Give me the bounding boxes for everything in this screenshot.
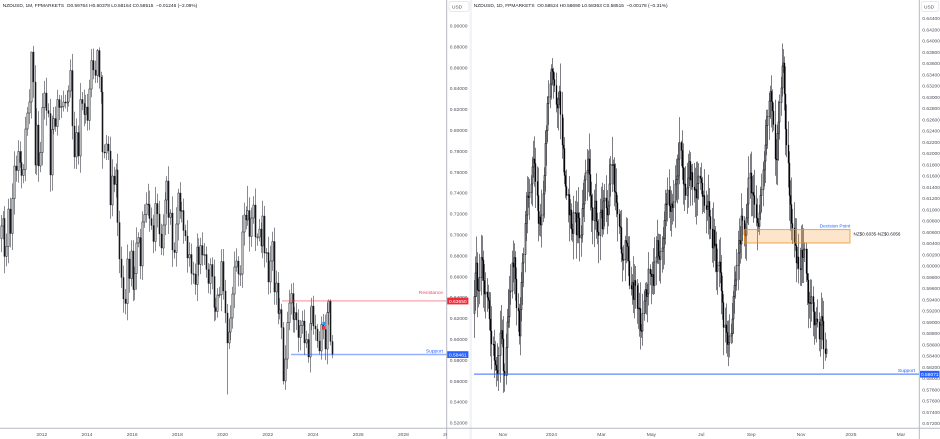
svg-text:0.62600: 0.62600 bbox=[922, 118, 940, 124]
svg-text:0.58461: 0.58461 bbox=[449, 353, 467, 359]
svg-text:0.59600: 0.59600 bbox=[922, 286, 940, 292]
svg-text:0.82000: 0.82000 bbox=[450, 107, 468, 113]
svg-text:0.63800: 0.63800 bbox=[922, 50, 940, 56]
svg-text:0.86000: 0.86000 bbox=[450, 65, 468, 71]
svg-text:0.66000: 0.66000 bbox=[450, 274, 468, 280]
svg-text:0.63600: 0.63600 bbox=[922, 61, 940, 67]
svg-text:Mar: Mar bbox=[597, 432, 606, 438]
svg-text:0.84000: 0.84000 bbox=[450, 86, 468, 92]
svg-text:USD: USD bbox=[924, 4, 935, 10]
svg-text:2016: 2016 bbox=[127, 432, 138, 438]
svg-text:0.76000: 0.76000 bbox=[450, 170, 468, 176]
svg-text:0.58600: 0.58600 bbox=[922, 343, 940, 349]
svg-text:0.61800: 0.61800 bbox=[922, 163, 940, 169]
svg-text:0.59000: 0.59000 bbox=[922, 320, 940, 326]
svg-text:0.68000: 0.68000 bbox=[450, 253, 468, 259]
svg-text:0.72000: 0.72000 bbox=[450, 212, 468, 218]
svg-text:0.62000: 0.62000 bbox=[922, 151, 940, 157]
svg-text:0.60000: 0.60000 bbox=[450, 337, 468, 343]
svg-text:Support: Support bbox=[898, 368, 916, 374]
svg-text:0.56000: 0.56000 bbox=[450, 379, 468, 385]
svg-text:0.62200: 0.62200 bbox=[922, 140, 940, 146]
svg-text:0.80000: 0.80000 bbox=[450, 128, 468, 134]
svg-text:Decision Point: Decision Point bbox=[820, 223, 851, 229]
svg-text:0.64400: 0.64400 bbox=[922, 16, 940, 22]
svg-text:0.52000: 0.52000 bbox=[450, 421, 468, 427]
svg-text:0.63000: 0.63000 bbox=[922, 95, 940, 101]
svg-text:0.58400: 0.58400 bbox=[922, 354, 940, 360]
svg-text:0.60800: 0.60800 bbox=[922, 219, 940, 225]
svg-text:0.57200: 0.57200 bbox=[922, 421, 940, 427]
svg-text:0.62000: 0.62000 bbox=[450, 316, 468, 322]
svg-text:2026: 2026 bbox=[353, 432, 364, 438]
svg-text:0.74000: 0.74000 bbox=[450, 191, 468, 197]
svg-text:0.64000: 0.64000 bbox=[922, 39, 940, 45]
svg-text:2030: 2030 bbox=[443, 432, 454, 438]
svg-text:0.57600: 0.57600 bbox=[922, 399, 940, 405]
svg-text:Resistance: Resistance bbox=[419, 290, 443, 296]
svg-text:NZDUSD, 1D, FPMARKETS O0.5852: NZDUSD, 1D, FPMARKETS O0.58524 H0.58690 … bbox=[474, 3, 668, 9]
svg-text:0.70000: 0.70000 bbox=[450, 233, 468, 239]
svg-text:2024: 2024 bbox=[546, 432, 557, 438]
svg-text:0.63400: 0.63400 bbox=[922, 73, 940, 79]
svg-text:0.59400: 0.59400 bbox=[922, 298, 940, 304]
svg-text:2025: 2025 bbox=[846, 432, 857, 438]
svg-text:0.60200: 0.60200 bbox=[922, 253, 940, 259]
svg-text:2024: 2024 bbox=[308, 432, 319, 438]
svg-text:0.60600: 0.60600 bbox=[922, 230, 940, 236]
svg-text:0.78000: 0.78000 bbox=[450, 149, 468, 155]
svg-text:0.88000: 0.88000 bbox=[450, 44, 468, 50]
svg-text:0.61600: 0.61600 bbox=[922, 174, 940, 180]
svg-text:0.64200: 0.64200 bbox=[922, 28, 940, 34]
svg-text:NZ$0.6035-NZ$0.6056: NZ$0.6035-NZ$0.6056 bbox=[854, 231, 901, 236]
svg-text:0.54000: 0.54000 bbox=[450, 400, 468, 406]
svg-text:0.58000: 0.58000 bbox=[450, 358, 468, 364]
svg-text:USD: USD bbox=[452, 4, 463, 10]
svg-text:0.61000: 0.61000 bbox=[922, 208, 940, 214]
svg-text:0.90000: 0.90000 bbox=[450, 24, 468, 30]
svg-text:May: May bbox=[647, 432, 657, 438]
svg-text:Sep: Sep bbox=[747, 432, 756, 438]
svg-text:0.58200: 0.58200 bbox=[922, 365, 940, 371]
svg-text:0.58071: 0.58071 bbox=[921, 372, 939, 378]
svg-text:0.59800: 0.59800 bbox=[922, 275, 940, 281]
svg-text:0.59200: 0.59200 bbox=[922, 309, 940, 315]
svg-text:Jul: Jul bbox=[698, 432, 704, 438]
svg-text:NZDUSD, 1M, FPMARKETS O0.5976: NZDUSD, 1M, FPMARKETS O0.59764 H0.60378 … bbox=[3, 3, 198, 9]
svg-text:2022: 2022 bbox=[262, 432, 273, 438]
svg-text:0.58000: 0.58000 bbox=[922, 376, 940, 382]
svg-text:0.61200: 0.61200 bbox=[922, 196, 940, 202]
svg-text:0.60400: 0.60400 bbox=[922, 241, 940, 247]
svg-text:0.62400: 0.62400 bbox=[922, 129, 940, 135]
svg-text:0.60000: 0.60000 bbox=[922, 264, 940, 270]
svg-text:Nov: Nov bbox=[499, 432, 508, 438]
svg-text:0.62800: 0.62800 bbox=[922, 106, 940, 112]
svg-text:0.58800: 0.58800 bbox=[922, 331, 940, 337]
svg-text:Mar: Mar bbox=[897, 432, 906, 438]
svg-text:2028: 2028 bbox=[398, 432, 409, 438]
svg-text:0.61400: 0.61400 bbox=[922, 185, 940, 191]
svg-text:0.63200: 0.63200 bbox=[922, 84, 940, 90]
svg-text:2012: 2012 bbox=[36, 432, 47, 438]
svg-text:2014: 2014 bbox=[82, 432, 93, 438]
svg-text:2018: 2018 bbox=[172, 432, 183, 438]
svg-text:0.57800: 0.57800 bbox=[922, 388, 940, 394]
svg-text:Support: Support bbox=[426, 348, 444, 354]
svg-text:0.63650: 0.63650 bbox=[449, 299, 467, 305]
svg-text:Nov: Nov bbox=[797, 432, 806, 438]
svg-text:2020: 2020 bbox=[217, 432, 228, 438]
svg-text:0.57400: 0.57400 bbox=[922, 410, 940, 416]
